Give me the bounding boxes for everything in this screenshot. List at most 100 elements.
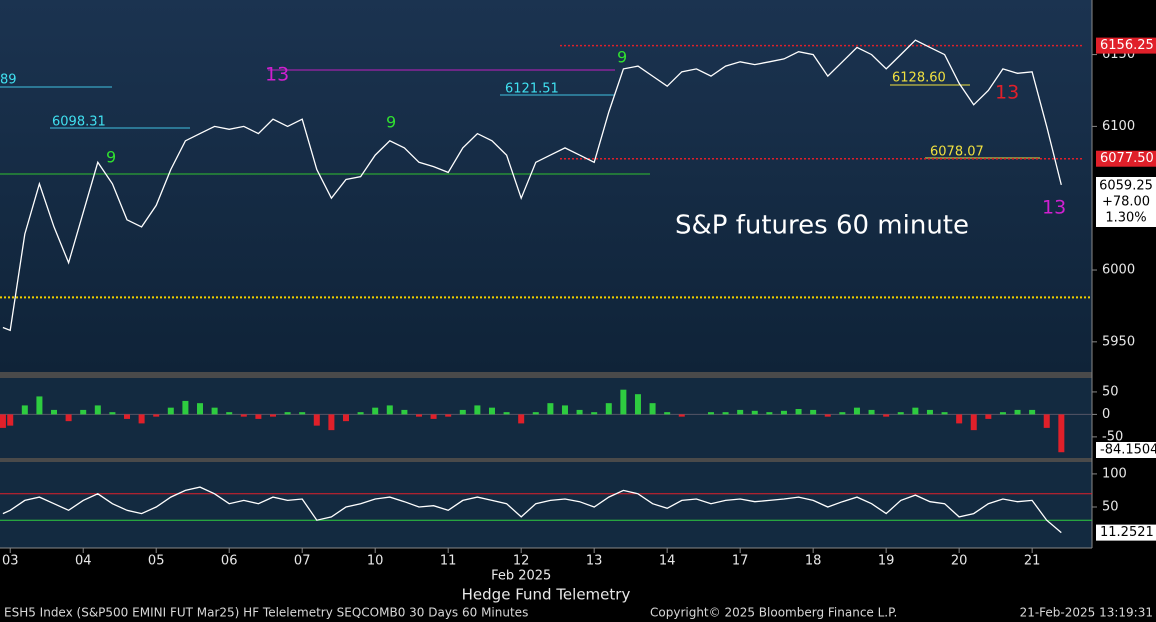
annotation: 89: [0, 73, 17, 88]
level-label: 6077.50: [1100, 151, 1154, 166]
x-tick-label: 20: [951, 554, 968, 569]
bar: [211, 407, 218, 415]
bar: [503, 412, 510, 415]
series-line: [2, 486, 1062, 534]
bar: [153, 414, 160, 417]
bar: [182, 400, 189, 415]
y-tick-label: 50: [1102, 384, 1119, 399]
bar: [839, 412, 846, 415]
bar: [664, 412, 671, 415]
quote-box: [1096, 177, 1156, 227]
x-tick-label: 04: [75, 554, 92, 569]
last-value-label: -84.1504: [1100, 443, 1156, 458]
bar: [386, 405, 393, 415]
bar: [649, 403, 656, 415]
bar: [401, 409, 408, 415]
bar: [430, 414, 437, 419]
bar: [780, 410, 787, 415]
x-sublabel: Feb 2025: [491, 569, 551, 584]
x-tick-label: 21: [1024, 554, 1041, 569]
bar: [722, 412, 729, 415]
bar: [255, 414, 262, 419]
annotation: 6078.07: [930, 145, 984, 160]
oscillator-panel: [0, 378, 1092, 458]
last-value-box: [1096, 442, 1156, 458]
panel-divider: [0, 372, 1092, 378]
bar: [124, 414, 131, 419]
bar: [1029, 409, 1036, 415]
annotation: 13: [995, 82, 1019, 104]
x-tick-label: 05: [148, 554, 165, 569]
bar: [7, 414, 14, 426]
x-tick-label: 06: [221, 554, 238, 569]
bar: [328, 414, 335, 431]
bar: [897, 412, 904, 415]
bar: [518, 414, 525, 424]
y-tick-label: 6000: [1102, 263, 1135, 278]
x-tick-label: 12: [513, 554, 530, 569]
bar: [883, 414, 890, 417]
bar: [94, 405, 101, 415]
bar: [0, 414, 6, 428]
bar: [912, 407, 919, 415]
bar: [459, 409, 466, 415]
bar: [941, 412, 948, 415]
bar: [197, 403, 204, 415]
x-tick-label: 03: [2, 554, 19, 569]
bar: [766, 412, 773, 415]
bar: [547, 403, 554, 415]
bar: [80, 409, 87, 415]
rsi-panel: [0, 462, 1092, 548]
bar: [445, 414, 452, 417]
annotation: 6098.31: [52, 115, 106, 130]
footer: ESH5 Index (S&P500 EMINI FUT Mar25) HF T…: [4, 606, 528, 620]
annotation: 13: [265, 64, 289, 86]
bar: [561, 405, 568, 415]
bar: [532, 412, 539, 415]
bar: [488, 407, 495, 415]
bar: [357, 412, 364, 415]
x-tick-label: 07: [294, 554, 311, 569]
annotation: 9: [106, 148, 116, 167]
annotation: 9: [617, 48, 627, 67]
quote-change-pct: 1.30%: [1105, 211, 1146, 226]
bar: [634, 394, 641, 415]
bar: [1014, 409, 1021, 415]
panel-divider: [0, 458, 1092, 462]
bar: [620, 389, 627, 415]
quote-change: +78.00: [1102, 195, 1150, 210]
level-label-box: [1096, 150, 1156, 167]
x-tick-label: 18: [805, 554, 822, 569]
annotation: 9: [386, 113, 396, 132]
bar: [576, 409, 583, 415]
bar: [737, 409, 744, 415]
x-tick-label: 19: [878, 554, 895, 569]
bar: [1043, 414, 1050, 428]
bar: [240, 414, 247, 417]
bar: [926, 409, 933, 415]
annotation: S&P futures 60 minute: [675, 211, 969, 241]
bar: [707, 412, 714, 415]
bar: [65, 414, 72, 422]
bar: [138, 414, 145, 424]
bar: [342, 414, 349, 422]
y-tick-label: 50: [1102, 499, 1119, 514]
y-tick-label: 5950: [1102, 334, 1135, 349]
bar: [591, 412, 598, 415]
annotation: 13: [1042, 197, 1066, 219]
bar: [51, 409, 58, 415]
bar: [270, 414, 276, 417]
timestamp: 21-Feb-2025 13:19:31: [1020, 606, 1153, 620]
bar: [415, 414, 422, 417]
bar: [999, 412, 1006, 415]
bar: [751, 410, 758, 415]
y-tick-label: 0: [1102, 407, 1110, 422]
bar: [299, 412, 306, 415]
bar: [36, 396, 43, 415]
bar: [985, 414, 992, 419]
bar: [284, 412, 291, 415]
y-tick-label: -50: [1102, 429, 1123, 444]
level-label-box: [1096, 37, 1156, 54]
x-tick-label: 11: [440, 554, 457, 569]
